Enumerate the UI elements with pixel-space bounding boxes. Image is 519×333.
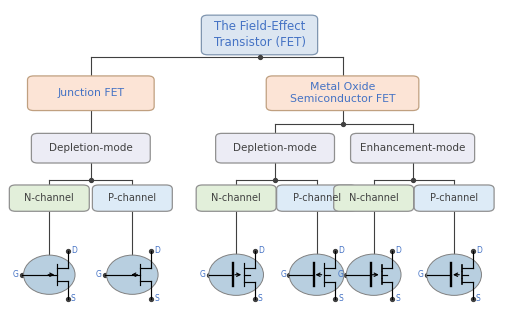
Text: S: S <box>338 294 343 303</box>
Text: N-channel: N-channel <box>211 193 261 203</box>
Text: N-channel: N-channel <box>349 193 399 203</box>
Text: G: G <box>280 270 286 279</box>
Text: P-channel: P-channel <box>430 193 478 203</box>
Text: Junction FET: Junction FET <box>57 88 125 98</box>
FancyBboxPatch shape <box>414 185 494 211</box>
Text: G: G <box>96 270 102 279</box>
Text: Enhancement-mode: Enhancement-mode <box>360 143 466 153</box>
Text: D: D <box>71 246 77 255</box>
Ellipse shape <box>427 254 482 295</box>
Text: G: G <box>337 270 343 279</box>
Text: D: D <box>338 246 344 255</box>
Ellipse shape <box>346 254 401 295</box>
FancyBboxPatch shape <box>9 185 89 211</box>
Text: S: S <box>258 294 263 303</box>
Text: Depletion-mode: Depletion-mode <box>49 143 133 153</box>
Text: S: S <box>476 294 481 303</box>
Text: D: D <box>476 246 482 255</box>
Text: S: S <box>71 294 76 303</box>
FancyBboxPatch shape <box>351 133 474 163</box>
Text: N-channel: N-channel <box>24 193 74 203</box>
Text: Depletion-mode: Depletion-mode <box>233 143 317 153</box>
Text: G: G <box>13 270 19 279</box>
Text: P-channel: P-channel <box>108 193 156 203</box>
Ellipse shape <box>23 255 75 294</box>
Ellipse shape <box>289 254 344 295</box>
FancyBboxPatch shape <box>216 133 335 163</box>
FancyBboxPatch shape <box>277 185 357 211</box>
FancyBboxPatch shape <box>201 15 318 55</box>
FancyBboxPatch shape <box>334 185 414 211</box>
Text: S: S <box>395 294 400 303</box>
Ellipse shape <box>209 254 264 295</box>
Text: D: D <box>154 246 160 255</box>
Text: D: D <box>395 246 401 255</box>
Text: G: G <box>200 270 206 279</box>
Text: Metal Oxide
Semiconductor FET: Metal Oxide Semiconductor FET <box>290 82 395 105</box>
FancyBboxPatch shape <box>31 133 151 163</box>
FancyBboxPatch shape <box>92 185 172 211</box>
Text: The Field-Effect
Transistor (FET): The Field-Effect Transistor (FET) <box>213 20 306 50</box>
Text: G: G <box>418 270 424 279</box>
FancyBboxPatch shape <box>28 76 154 111</box>
FancyBboxPatch shape <box>196 185 276 211</box>
Text: S: S <box>154 294 159 303</box>
Text: P-channel: P-channel <box>293 193 340 203</box>
FancyBboxPatch shape <box>266 76 419 111</box>
Text: D: D <box>258 246 264 255</box>
Ellipse shape <box>106 255 158 294</box>
